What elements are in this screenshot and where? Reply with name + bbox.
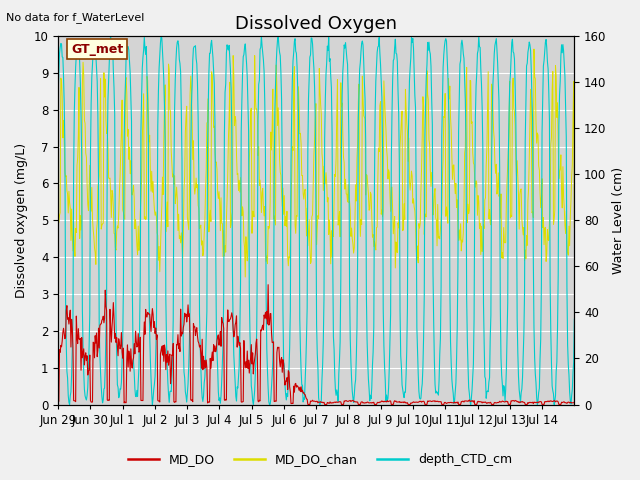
Text: No data for f_WaterLevel: No data for f_WaterLevel	[6, 12, 145, 23]
Text: GT_met: GT_met	[71, 43, 124, 56]
Title: Dissolved Oxygen: Dissolved Oxygen	[236, 15, 397, 33]
Y-axis label: Water Level (cm): Water Level (cm)	[612, 167, 625, 274]
Y-axis label: Dissolved oxygen (mg/L): Dissolved oxygen (mg/L)	[15, 143, 28, 298]
Legend: MD_DO, MD_DO_chan, depth_CTD_cm: MD_DO, MD_DO_chan, depth_CTD_cm	[123, 448, 517, 471]
